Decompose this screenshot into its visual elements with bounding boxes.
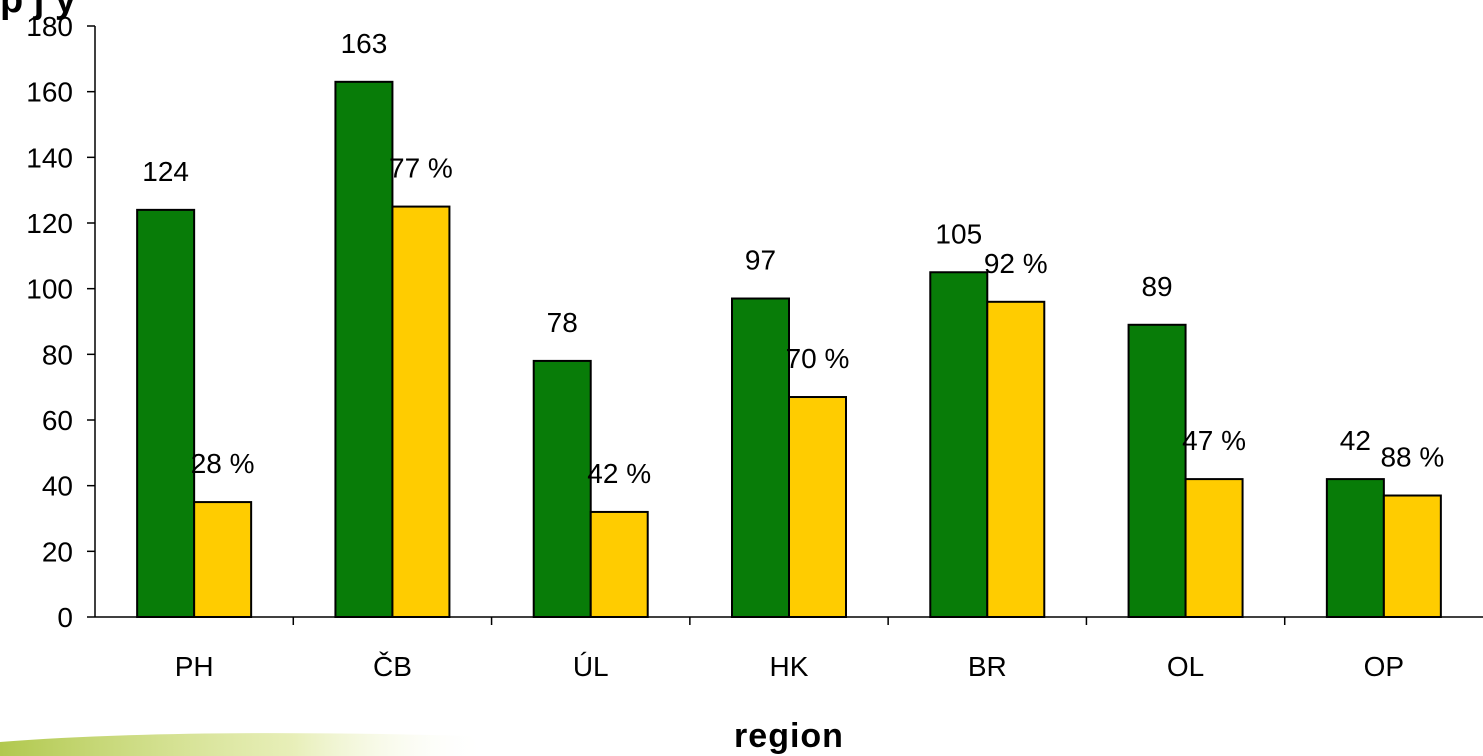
data-label-series-1: 124 [142,156,189,187]
x-tick-label: OL [1167,651,1204,682]
x-tick-label: BR [968,651,1007,682]
data-label-series-1: 42 [1340,425,1371,456]
chart-title-fragment: p j y [0,0,76,21]
bar-series-1 [334,80,394,619]
bar-series-1 [532,359,592,618]
bar-series-1 [731,297,790,618]
decorative-swoosh [0,733,490,756]
data-label-series-1: 78 [547,307,578,338]
x-tick-label: ČB [373,651,412,682]
data-label-series-2: 70 % [786,343,850,374]
bar-series-2 [1382,494,1442,618]
y-tick-label: 0 [57,602,73,633]
y-tick-label: 20 [42,536,73,567]
y-tick-label: 80 [42,339,73,370]
y-tick-label: 140 [26,142,73,173]
y-tick-label: 60 [42,405,73,436]
data-label-series-2: 88 % [1380,442,1444,473]
bar-series-2 [589,510,649,618]
y-tick-label: 120 [26,208,73,239]
y-tick-label: 40 [42,471,73,502]
x-tick-label: PH [175,651,214,682]
data-label-series-1: 97 [745,245,776,276]
data-label-series-1: 105 [935,218,982,249]
data-label-series-2: 47 % [1182,425,1246,456]
bar-series-2 [391,205,451,618]
bar-series-2 [986,300,1046,618]
y-tick-label: 100 [26,274,73,305]
data-label-series-2: 42 % [587,458,651,489]
bar-series-1 [1127,323,1187,618]
bar-series-1 [136,208,196,618]
y-tick-label: 160 [26,77,73,108]
data-label-series-1: 89 [1141,271,1172,302]
x-tick-label: ÚL [573,651,609,682]
data-label-series-1: 163 [341,28,388,59]
bar-series-2 [193,501,253,619]
data-label-series-2: 77 % [389,153,453,184]
data-label-series-2: 28 % [191,448,255,479]
x-tick-label: OP [1364,651,1404,682]
bar-series-2 [1184,478,1244,618]
x-tick-label: HK [770,651,809,682]
bar-series-1 [1325,478,1385,618]
bar-series-2 [788,396,847,618]
x-axis-title: region [734,717,844,755]
data-label-series-2: 92 % [984,248,1048,279]
bar-series-1 [929,271,989,618]
y-tick-label: 180 [26,11,73,42]
